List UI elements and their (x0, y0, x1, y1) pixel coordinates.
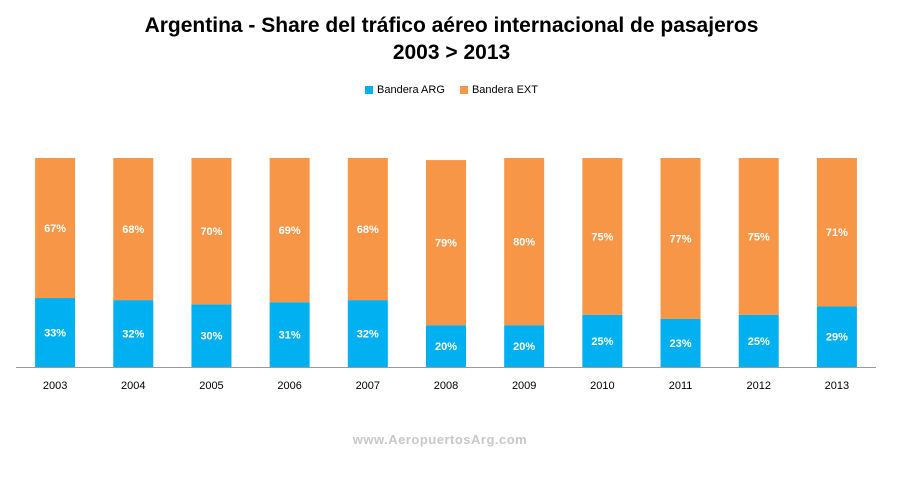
data-label-arg-2008: 20% (435, 341, 457, 353)
legend-label-arg: Bandera ARG (377, 84, 445, 96)
bar-ext-2009 (504, 158, 545, 326)
bar-ext-2011 (660, 158, 701, 319)
legend-label-ext: Bandera EXT (471, 84, 538, 96)
bar-ext-2013 (816, 158, 857, 307)
x-tick-label-2005: 2005 (199, 380, 223, 392)
data-label-ext-2003: 67% (44, 223, 66, 235)
data-label-ext-2011: 77% (670, 233, 692, 245)
data-label-ext-2005: 70% (200, 226, 222, 238)
bar-ext-2007 (347, 158, 388, 301)
watermark: www.AeropuertosArg.com (352, 432, 528, 447)
data-label-arg-2007: 32% (357, 329, 379, 341)
legend-item-ext: Bandera EXT (459, 84, 538, 96)
legend-swatch-arg (365, 86, 373, 94)
legend-item-arg: Bandera ARG (365, 84, 445, 96)
x-tick-label-2013: 2013 (825, 380, 849, 392)
bar-arg-2006 (269, 302, 310, 367)
data-label-arg-2004: 32% (122, 329, 144, 341)
x-tick-label-2008: 2008 (434, 380, 458, 392)
data-label-ext-2009: 80% (513, 237, 535, 249)
data-label-arg-2005: 30% (200, 331, 222, 343)
bar-ext-2010 (582, 158, 623, 315)
x-tick-label-2009: 2009 (512, 380, 536, 392)
data-label-ext-2006: 69% (279, 225, 301, 237)
data-label-ext-2013: 71% (826, 227, 848, 239)
data-label-arg-2006: 31% (279, 330, 301, 342)
x-tick-label-2010: 2010 (590, 380, 614, 392)
legend-swatch-ext (459, 86, 468, 94)
bar-ext-2012 (738, 158, 779, 315)
x-tick-label-2011: 2011 (669, 380, 693, 392)
chart-title-line: Argentina - Share del tráfico aéreo inte… (144, 14, 759, 37)
bar-arg-2012 (738, 314, 779, 367)
data-label-ext-2012: 75% (748, 231, 770, 243)
bar-arg-2013 (816, 306, 857, 367)
bar-ext-2006 (269, 158, 310, 303)
data-label-arg-2009: 20% (513, 341, 535, 353)
x-tick-label-2004: 2004 (121, 380, 145, 392)
bar-ext-2005 (191, 158, 232, 305)
data-label-arg-2003: 33% (44, 328, 66, 340)
data-label-arg-2011: 23% (670, 338, 692, 350)
bar-arg-2005 (191, 304, 232, 367)
x-tick-label-2003: 2003 (43, 380, 67, 392)
data-label-ext-2010: 75% (591, 231, 613, 243)
bar-arg-2008 (426, 325, 466, 367)
x-tick-label-2012: 2012 (746, 380, 770, 392)
bar-ext-2008 (426, 160, 466, 326)
bar-arg-2003 (35, 298, 76, 367)
legend: Bandera ARG Bandera EXT (0, 84, 903, 97)
bar-arg-2009 (504, 325, 545, 367)
data-label-arg-2013: 29% (826, 332, 848, 344)
data-label-ext-2004: 68% (122, 224, 144, 236)
data-label-ext-2007: 68% (357, 224, 379, 236)
bar-ext-2004 (113, 158, 154, 301)
bar-ext-2003 (35, 158, 76, 299)
bar-arg-2007 (347, 300, 388, 367)
bar-arg-2011 (660, 318, 701, 367)
data-label-arg-2012: 25% (748, 336, 770, 348)
data-label-ext-2008: 79% (435, 238, 457, 250)
bar-arg-2010 (582, 314, 623, 367)
chart-subtitle: 2003 > 2013 (392, 41, 511, 64)
data-label-arg-2010: 25% (591, 336, 613, 348)
x-tick-label-2007: 2007 (356, 380, 380, 392)
chart-title: Argentina - Share del tráfico aéreo inte… (0, 12, 903, 66)
x-tick-label-2006: 2006 (277, 380, 301, 392)
bar-arg-2004 (113, 300, 154, 367)
